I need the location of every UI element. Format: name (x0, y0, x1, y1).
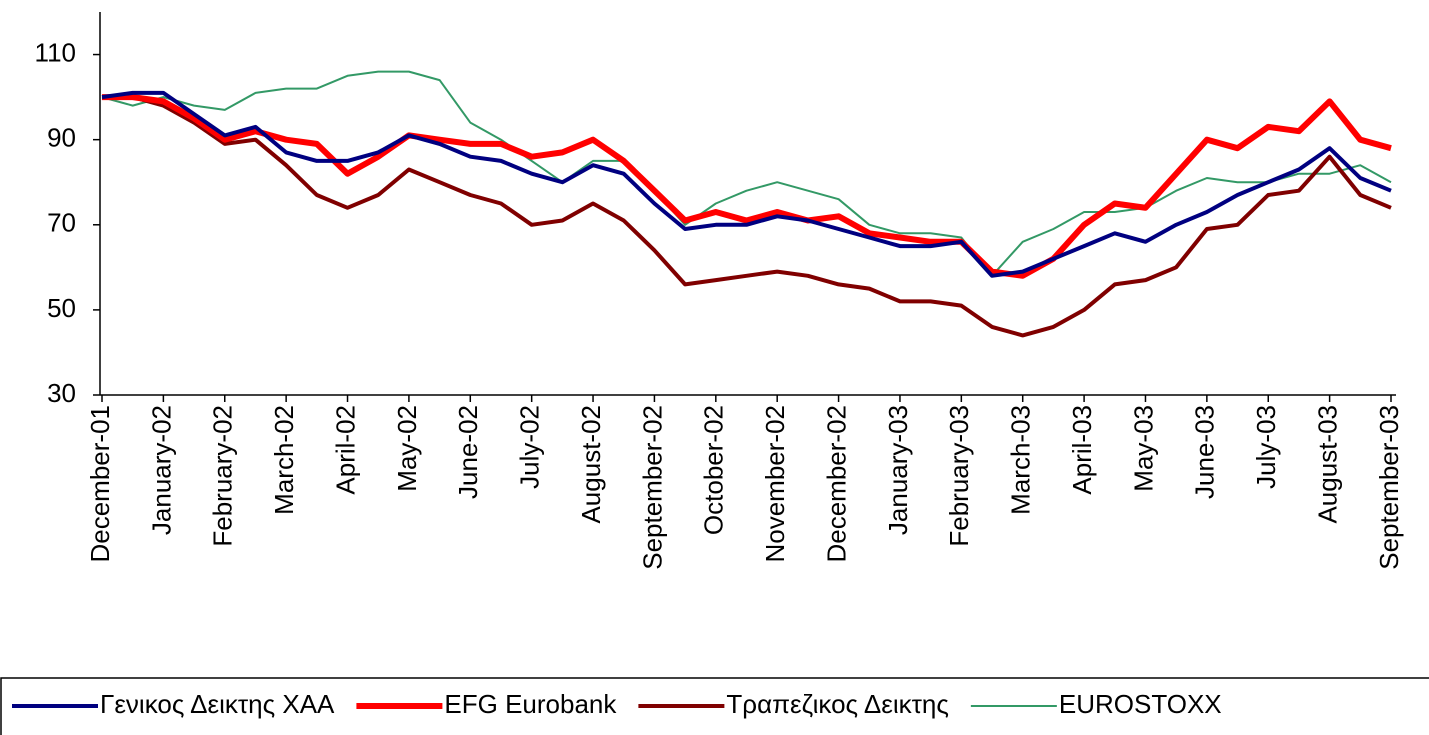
y-tick-label: 70 (47, 208, 76, 238)
x-tick-label: December-01 (85, 405, 115, 563)
x-tick-label: January-02 (146, 405, 176, 535)
x-tick-label: July-03 (1251, 405, 1281, 489)
legend-label: Τραπεζικος Δεικτης (726, 689, 948, 719)
x-tick-label: September-03 (1374, 405, 1404, 570)
x-tick-label: January-03 (883, 405, 913, 535)
x-tick-label: August-03 (1312, 405, 1342, 524)
x-tick-label: February-03 (944, 405, 974, 547)
series-line (102, 94, 1392, 279)
y-tick-label: 50 (47, 293, 76, 323)
y-tick-label: 30 (47, 378, 76, 408)
series-line (102, 95, 1392, 338)
x-tick-label: February-02 (208, 405, 238, 547)
x-tick-label: August-02 (576, 405, 606, 524)
x-tick-label: June-02 (453, 405, 483, 499)
x-tick-label: July-02 (515, 405, 545, 489)
x-tick-label: December-02 (821, 405, 851, 563)
x-tick-label: June-03 (1190, 405, 1220, 499)
legend-label: Γενικος Δεικτης ΧΑΑ (100, 689, 335, 719)
legend-label: EFG Eurobank (444, 689, 617, 719)
x-tick-label: April-03 (1067, 405, 1097, 495)
x-tick-label: November-02 (760, 405, 790, 563)
legend-label: EUROSTOXX (1059, 689, 1222, 719)
x-tick-label: October-02 (699, 405, 729, 535)
x-tick-label: March-02 (269, 405, 299, 515)
y-tick-label: 110 (35, 37, 76, 67)
x-tick-label: April-02 (330, 405, 360, 495)
series-line (101, 90, 1392, 278)
series-line (101, 70, 1392, 277)
y-tick-label: 90 (47, 123, 76, 153)
x-tick-label: May-02 (392, 405, 422, 492)
x-tick-label: March-03 (1006, 405, 1036, 515)
x-tick-label: September-02 (637, 405, 667, 570)
x-tick-label: May-03 (1128, 405, 1158, 492)
